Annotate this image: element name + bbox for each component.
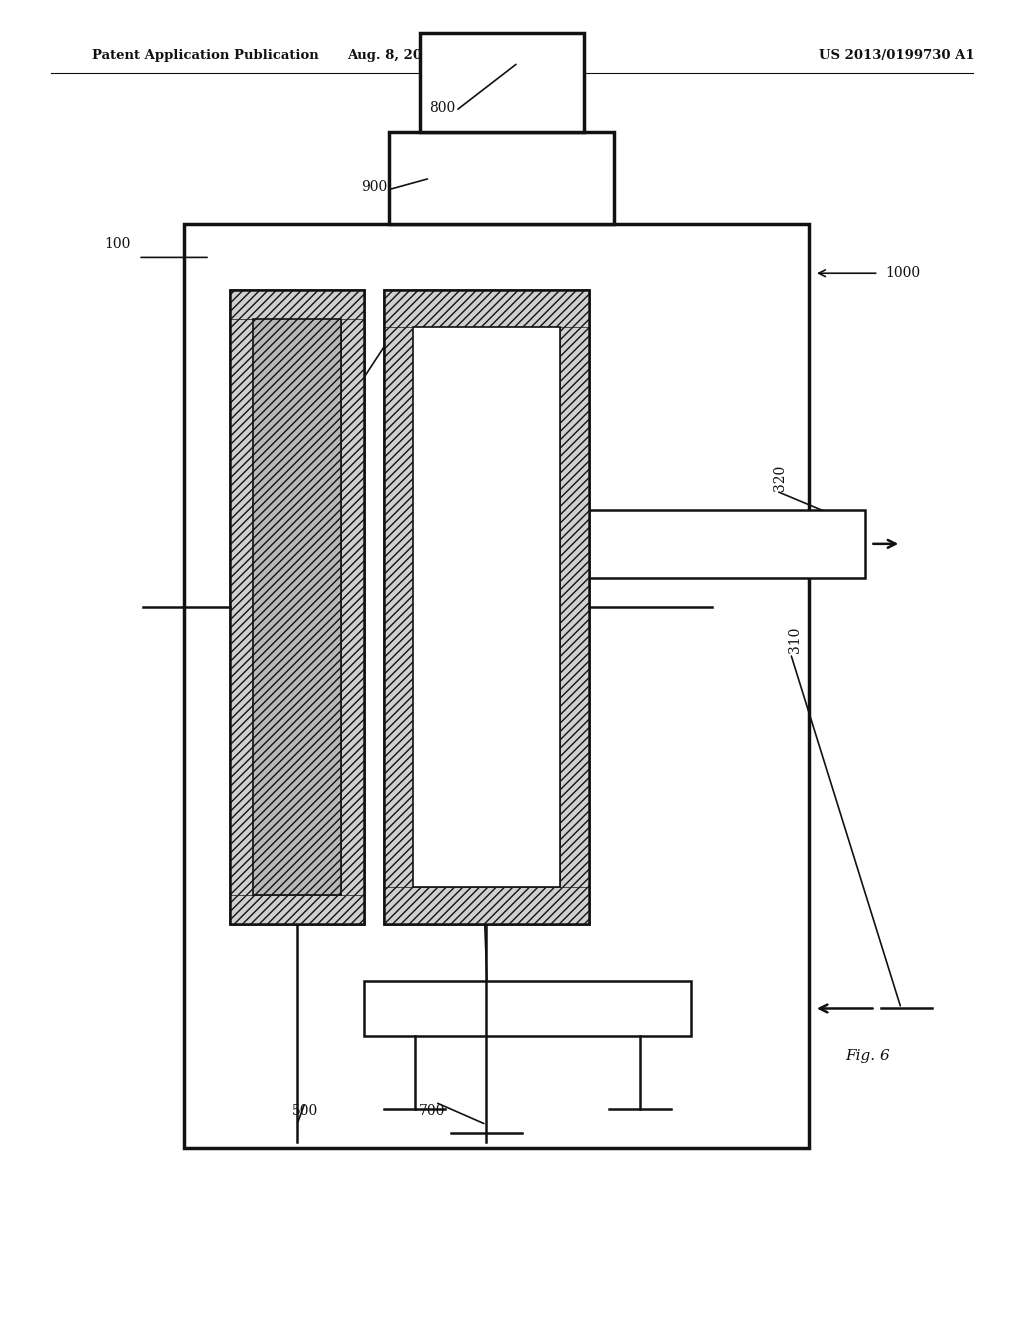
Bar: [384, 290, 589, 924]
Bar: [230, 290, 364, 924]
Bar: [413, 327, 560, 887]
Bar: [384, 290, 589, 327]
Text: US 2013/0199730 A1: US 2013/0199730 A1: [819, 49, 975, 62]
Bar: [230, 895, 364, 924]
Bar: [184, 224, 809, 1148]
Bar: [384, 290, 413, 924]
Bar: [230, 290, 364, 924]
Bar: [384, 887, 589, 924]
Text: 310: 310: [788, 627, 803, 653]
Text: 1000: 1000: [886, 267, 921, 280]
Bar: [341, 290, 364, 924]
Text: 900: 900: [360, 181, 387, 194]
Bar: [420, 33, 584, 132]
Bar: [589, 510, 865, 578]
Text: Patent Application Publication: Patent Application Publication: [92, 49, 318, 62]
Bar: [230, 290, 253, 924]
Bar: [230, 290, 364, 319]
Bar: [384, 290, 589, 924]
Text: 100: 100: [104, 238, 131, 251]
Text: 700: 700: [419, 1105, 445, 1118]
Text: 500: 500: [292, 1105, 318, 1118]
Bar: [364, 981, 691, 1036]
Text: Aug. 8, 2013   Sheet 6 of 9: Aug. 8, 2013 Sheet 6 of 9: [347, 49, 544, 62]
Text: 800: 800: [429, 102, 456, 115]
Bar: [560, 290, 589, 924]
Text: 520: 520: [245, 405, 271, 418]
Text: 720: 720: [327, 392, 353, 405]
Bar: [389, 132, 614, 224]
Text: Fig. 6: Fig. 6: [845, 1049, 890, 1063]
Bar: [253, 319, 341, 895]
Text: 300: 300: [473, 616, 500, 630]
Text: 320: 320: [773, 465, 787, 491]
